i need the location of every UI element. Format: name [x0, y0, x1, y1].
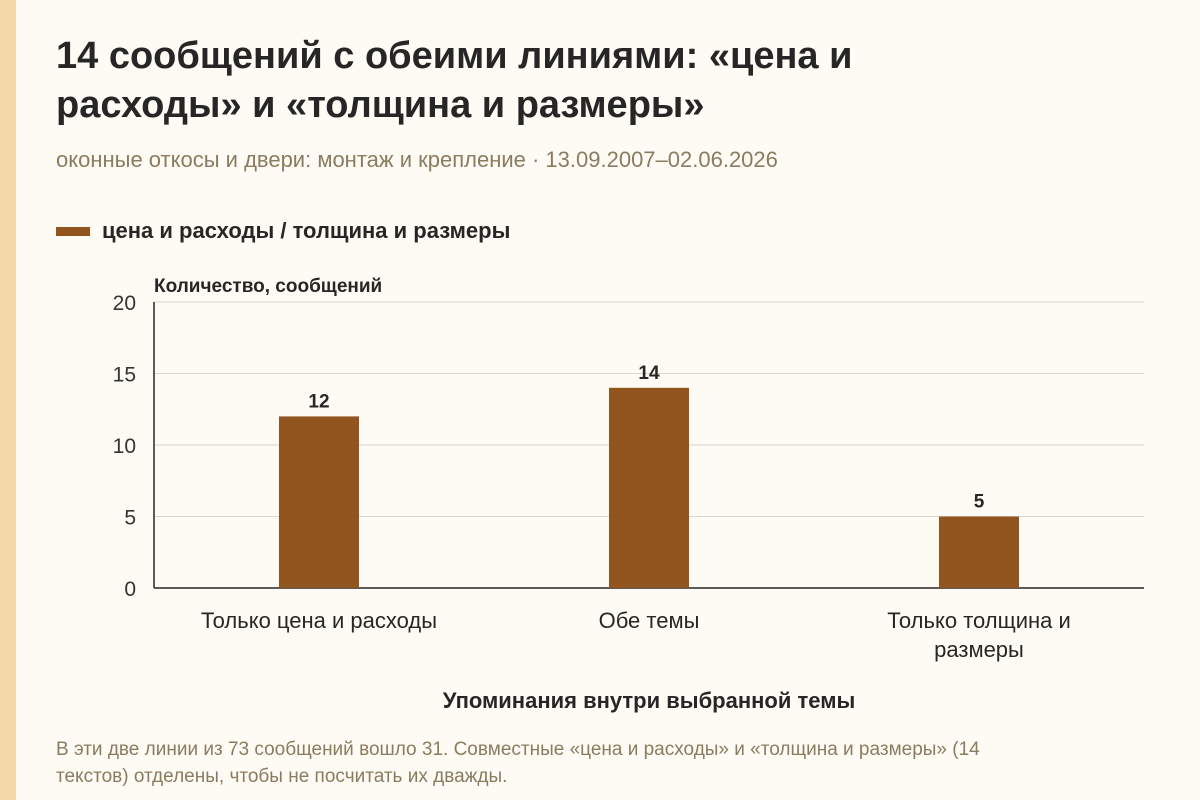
legend: цена и расходы / толщина и размеры — [56, 218, 510, 244]
data-labels: 12 14 5 — [308, 363, 984, 513]
x-tick-label: Только толщина и размеры — [887, 608, 1071, 662]
y-tick-label: 15 — [113, 364, 136, 387]
bars — [279, 387, 1019, 588]
y-tick-labels: 0 5 10 15 20 — [113, 292, 136, 601]
y-axis-title: Количество, сообщений — [154, 276, 382, 297]
legend-label: цена и расходы / толщина и размеры — [102, 218, 511, 243]
bar-3 — [939, 516, 1019, 588]
x-tick-label: Только цена и расходы — [201, 608, 437, 633]
bar-2 — [609, 387, 689, 588]
chart-title: 14 сообщений с обеими линиями: «цена и р… — [56, 35, 853, 126]
bar-1 — [279, 416, 359, 588]
x-axis-title: Упоминания внутри выбранной темы — [443, 688, 856, 713]
y-tick-label: 20 — [113, 292, 136, 315]
bar-value-label: 12 — [308, 391, 329, 412]
x-tick-label: Обе темы — [599, 608, 700, 633]
bar-chart: Количество, сообщений 0 5 10 15 20 12 14 5 Тол… — [113, 276, 1144, 713]
accent-stripe — [0, 0, 16, 800]
y-tick-label: 5 — [124, 507, 136, 530]
legend-swatch — [56, 226, 90, 236]
x-tick-labels: Только цена и расходы Обе темы Только толщ… — [201, 608, 1071, 662]
footnote: В эти две линии из 73 сообщений вошло 31… — [56, 739, 980, 787]
bar-value-label: 5 — [974, 492, 985, 513]
y-tick-label: 10 — [113, 435, 136, 458]
y-tick-label: 0 — [124, 578, 136, 601]
bar-value-label: 14 — [638, 363, 660, 384]
chart-subtitle: оконные откосы и двери: монтаж и креплен… — [56, 147, 778, 172]
